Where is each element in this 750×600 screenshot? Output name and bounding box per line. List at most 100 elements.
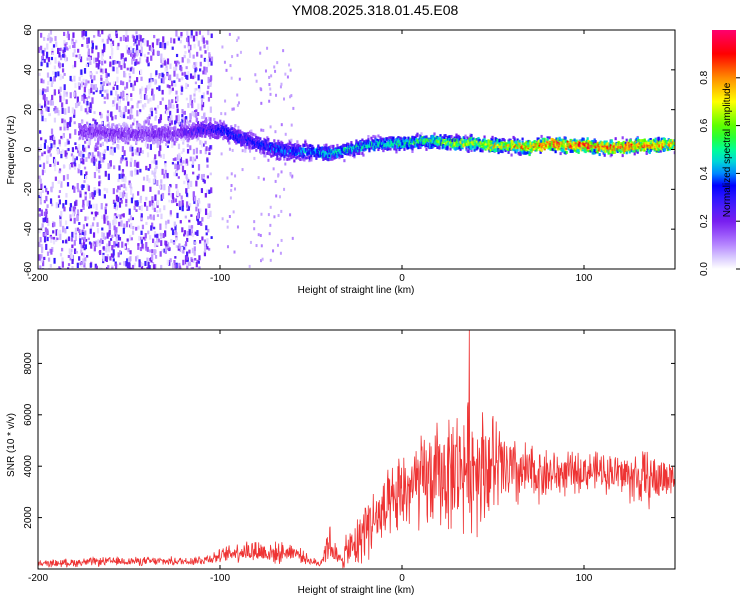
spectrogram-cell: [226, 225, 229, 229]
spectrogram-cell: [141, 150, 144, 154]
spectrogram-cell: [185, 262, 188, 266]
spectrogram-cell: [81, 150, 84, 155]
spectrogram-cell: [244, 147, 247, 151]
spectrogram-cell: [333, 152, 336, 156]
spectrogram-cell: [91, 152, 94, 159]
spectrogram-cell: [201, 115, 204, 119]
spectrogram-cell: [115, 241, 118, 247]
spectrogram-cell: [127, 218, 130, 223]
spectrogram-cell: [78, 54, 81, 60]
spectrogram-cell: [191, 159, 195, 165]
spectrogram-cell: [118, 236, 122, 241]
spectrogram-cell: [507, 150, 510, 154]
spectrogram-cell: [202, 131, 205, 135]
spectrogram-cell: [151, 42, 154, 49]
spectrogram-cell: [76, 96, 79, 104]
spectrogram-cell: [39, 265, 42, 269]
spectrogram-cell: [156, 105, 160, 109]
spectrogram-cell: [120, 199, 123, 204]
spectrogram-cell: [124, 124, 127, 128]
spectrogram-cell: [214, 136, 217, 140]
spectrogram-cell: [202, 37, 205, 44]
spectrogram-cell: [120, 184, 123, 188]
spectrogram-cell: [102, 43, 106, 48]
spectrogram-cell: [162, 57, 166, 61]
spectrogram-cell: [122, 139, 125, 143]
spectrogram-cell: [106, 243, 109, 248]
spectrogram-cell: [116, 60, 119, 64]
spectrogram-cell: [193, 43, 196, 49]
spectrogram-cell: [423, 135, 426, 139]
spectrogram-cell: [41, 169, 45, 176]
spectrogram-cell: [476, 146, 479, 150]
spectrogram-cell: [168, 185, 171, 193]
spectrogram-cell: [231, 148, 234, 152]
spectrogram-cell: [293, 159, 296, 163]
spectrogram-cell: [143, 120, 146, 127]
spectrogram-cell: [303, 150, 306, 154]
spectrogram-cell: [205, 66, 208, 73]
spectrogram-cell: [502, 147, 505, 151]
spectrogram-cell: [283, 97, 286, 101]
spectrogram-cell: [166, 109, 169, 114]
spectrogram-cell: [97, 63, 100, 70]
spectrogram-cell: [164, 230, 167, 237]
spectrogram-cell: [336, 143, 339, 147]
spectrogram-cell: [71, 185, 75, 190]
spectrogram-cell: [55, 236, 58, 242]
spectrogram-cell: [188, 225, 191, 231]
spectrogram-cell: [202, 178, 205, 182]
spectrogram-cell: [211, 127, 214, 131]
spectrogram-cell: [57, 47, 60, 55]
spectrogram-cell: [181, 114, 184, 118]
spectrogram-cell: [209, 81, 213, 86]
spectrogram-cell: [103, 96, 106, 100]
spectrogram-cell: [93, 171, 97, 179]
spectrogram-cell: [110, 43, 113, 48]
spectrogram-cell: [204, 208, 208, 216]
spectrogram-cell: [39, 236, 42, 243]
spectrogram-cell: [95, 142, 98, 149]
spectrogram-cell: [44, 232, 47, 239]
spectrogram-cell: [284, 72, 287, 76]
spectrogram-cell: [169, 128, 172, 132]
spectrogram-cell: [469, 138, 472, 142]
spectrogram-cell: [407, 136, 410, 140]
spectrogram-cell: [73, 217, 76, 224]
spectrogram-cell: [98, 152, 102, 159]
spectrogram-cell: [249, 240, 252, 244]
spectrogram-cell: [361, 152, 364, 156]
spectrogram-cell: [63, 72, 66, 76]
spectrogram-cell: [94, 119, 97, 123]
spectrogram-cell: [274, 179, 277, 183]
spectrogram-cell: [473, 148, 476, 152]
spectrogram-cell: [192, 64, 195, 69]
spectrogram-cell: [88, 202, 91, 209]
spectrogram-cell: [174, 83, 177, 87]
spectrogram-cell: [309, 147, 312, 151]
spectrogram-cell: [382, 148, 385, 152]
spectrogram-cell: [109, 238, 113, 241]
spectrogram-cell: [243, 132, 246, 136]
spectrogram-cell: [121, 192, 124, 199]
spectrogram-cell: [75, 250, 78, 254]
spectrogram-cell: [198, 30, 202, 35]
spectrogram-cell: [207, 203, 210, 208]
spectrogram-cell: [188, 261, 192, 266]
spectrogram-cell: [260, 212, 263, 216]
spectrogram-cell: [131, 114, 134, 119]
spectrogram-cell: [378, 146, 381, 150]
spectrogram-cell: [142, 236, 145, 240]
spectrogram-cell: [101, 215, 104, 219]
spectrogram-cell: [179, 220, 182, 224]
spectrogram-cell: [253, 138, 256, 142]
spectrogram-cell: [109, 36, 112, 40]
spectrogram-cell: [290, 138, 293, 142]
spectrogram-cell: [63, 122, 66, 126]
spectrogram-cell: [230, 188, 233, 192]
spectrogram-cell: [98, 181, 101, 187]
spectrogram-cell: [109, 256, 112, 261]
spectrogram-cell: [443, 137, 446, 141]
spectrogram-cell: [206, 45, 210, 51]
spectrogram-cell: [78, 152, 81, 157]
